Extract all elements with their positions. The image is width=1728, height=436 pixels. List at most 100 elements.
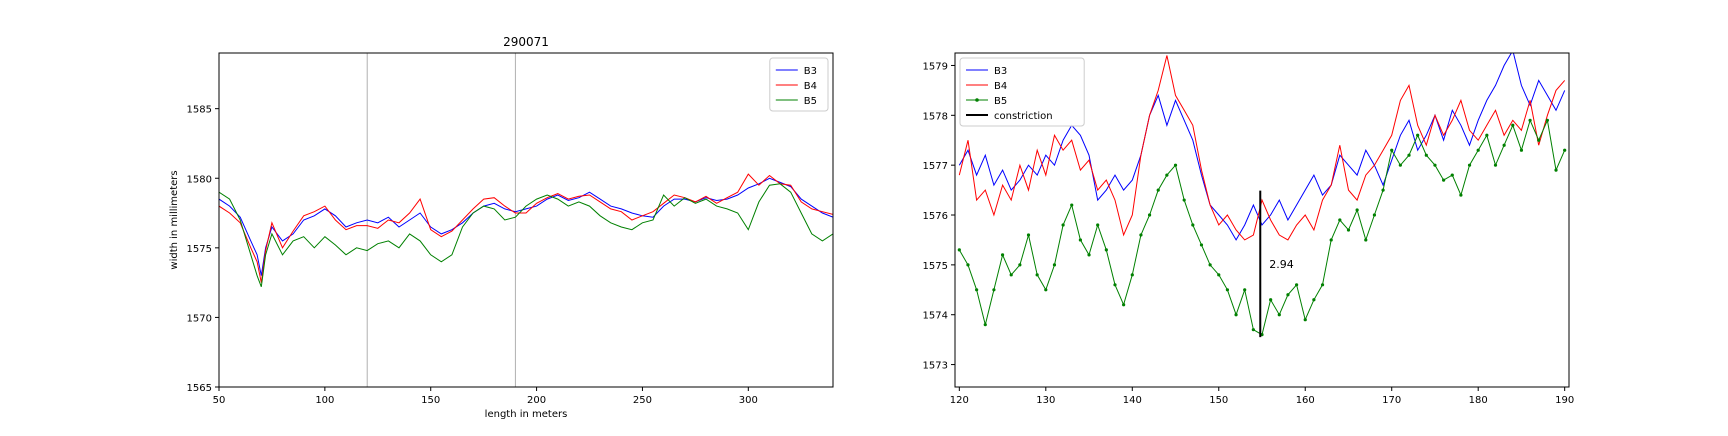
legend-frame — [959, 57, 1085, 127]
y-tick-label: 1577 — [923, 161, 948, 172]
x-tick-label: 300 — [739, 395, 758, 406]
right-axes: 2.94 120 130 140 150 160 170 180 190 1573 1574 1575… — [923, 52, 1574, 406]
x-tick-label: 130 — [1036, 395, 1055, 406]
series-point-b5 — [1208, 263, 1212, 267]
series-point-b5 — [1061, 223, 1065, 227]
y-tick-label: 1575 — [923, 261, 948, 272]
x-tick-label: 120 — [950, 395, 969, 406]
series-point-b5 — [1122, 303, 1126, 307]
series-point-b5 — [1312, 298, 1316, 302]
series-point-b5 — [1286, 293, 1290, 297]
series-point-b5 — [1225, 288, 1230, 292]
series-point-b5 — [1173, 163, 1178, 167]
y-tick-label: 1579 — [923, 61, 948, 72]
series-point-b5 — [1346, 228, 1351, 232]
axes-frame — [218, 52, 834, 388]
series-point-b5 — [1476, 148, 1480, 152]
series-point-b5 — [1113, 283, 1117, 287]
x-tick-label: 140 — [1123, 395, 1142, 406]
series-point-b5 — [1485, 133, 1489, 137]
x-tick-label: 50 — [213, 395, 226, 406]
series-point-b5 — [1035, 273, 1039, 277]
series-point-b5 — [1130, 273, 1134, 277]
series-line-b3 — [219, 177, 833, 276]
x-tick-label: 180 — [1469, 395, 1488, 406]
series-point-b5 — [1182, 198, 1186, 202]
series-line-b4 — [219, 173, 833, 283]
x-tick-label: 100 — [315, 395, 334, 406]
series-point-b5 — [1320, 283, 1325, 287]
series-point-b5 — [1390, 148, 1394, 152]
series-point-b5 — [1381, 188, 1385, 192]
legend: B3 B4 B5 — [769, 57, 829, 112]
series-point-b5 — [975, 288, 979, 292]
series-point-b5 — [1329, 238, 1333, 242]
y-tick-label: 1578 — [923, 111, 948, 122]
x-tick-label: 160 — [1296, 395, 1315, 406]
series-point-b5 — [1243, 288, 1247, 292]
plot-area — [219, 173, 833, 287]
series-point-b5 — [1467, 163, 1472, 167]
y-tick-label: 1575 — [187, 244, 212, 255]
chart-title: 290071 — [503, 35, 549, 49]
y-tick-label: 1580 — [187, 174, 212, 185]
series-point-b5 — [1303, 318, 1307, 322]
x-axis-label: length in meters — [485, 409, 568, 420]
x-tick-label: 190 — [1555, 395, 1574, 406]
series-point-b5 — [1026, 233, 1031, 237]
series-point-b5 — [1070, 203, 1074, 207]
legend-label: B4 — [804, 81, 817, 92]
legend-label: constriction — [994, 111, 1053, 122]
series-point-b5 — [1000, 253, 1005, 257]
series-point-b5 — [1338, 218, 1342, 222]
x-tick-label: 150 — [421, 395, 440, 406]
legend-label: B3 — [994, 66, 1007, 77]
series-point-b5 — [1234, 313, 1238, 317]
legend-swatch-marker — [975, 98, 979, 102]
y-tick-label: 1573 — [923, 361, 948, 372]
series-point-b5 — [1433, 163, 1437, 167]
series-point-b5 — [1199, 243, 1204, 247]
series-point-b5 — [1502, 143, 1506, 147]
series-point-b5 — [1416, 133, 1420, 137]
plot-area — [957, 53, 1567, 338]
series-line-b5 — [219, 183, 833, 287]
series-point-b5 — [1563, 148, 1567, 152]
series-point-b5 — [1493, 163, 1498, 167]
series-line-b5 — [958, 118, 1566, 336]
series-point-b5 — [1407, 153, 1411, 157]
series-point-b5 — [1294, 283, 1299, 287]
series-point-b5 — [1364, 238, 1368, 242]
series-point-b5 — [1528, 118, 1532, 122]
y-tick-label: 1570 — [187, 313, 212, 324]
series-point-b5 — [1087, 253, 1091, 257]
series-line-b4 — [958, 55, 1566, 241]
legend-label: B3 — [804, 66, 817, 77]
series-point-b5 — [1554, 168, 1558, 172]
series-point-b5 — [1511, 123, 1515, 127]
series-point-b5 — [957, 248, 961, 252]
x-tick-label: 150 — [1209, 395, 1228, 406]
series-point-b5 — [1519, 148, 1524, 152]
series-point-b5 — [1044, 288, 1048, 292]
series-point-b5 — [1545, 118, 1549, 122]
series-point-b5 — [1156, 188, 1160, 192]
x-tick-label: 200 — [527, 395, 546, 406]
series-point-b5 — [1269, 298, 1273, 302]
legend: B3 B4 B5 constriction — [959, 57, 1085, 127]
series-point-b5 — [1537, 138, 1541, 142]
series-point-b5 — [1450, 173, 1454, 177]
series-point-b5 — [1459, 193, 1463, 197]
x-tick-label: 170 — [1382, 395, 1401, 406]
legend-label: B4 — [994, 81, 1007, 92]
series-point-b5 — [966, 263, 970, 267]
series-point-b5 — [1018, 263, 1022, 267]
series-point-b5 — [1052, 263, 1057, 267]
y-axis-label: width in millimeters — [169, 170, 180, 269]
series-point-b5 — [1165, 173, 1169, 177]
series-point-b5 — [1277, 313, 1281, 317]
series-point-b5 — [1442, 178, 1446, 182]
legend-label: B5 — [994, 96, 1007, 107]
y-tick-label: 1565 — [187, 383, 212, 394]
